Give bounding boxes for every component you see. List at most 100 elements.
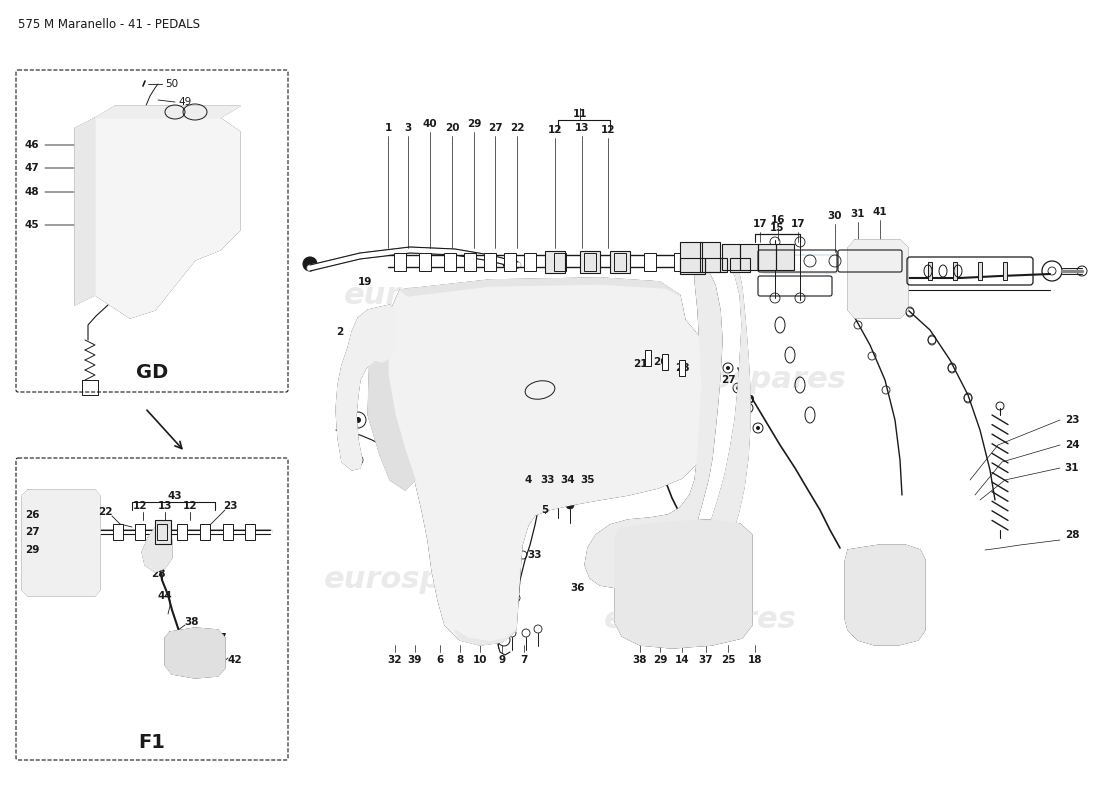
Bar [978,262,982,280]
Circle shape [756,426,760,430]
Polygon shape [845,545,925,645]
Polygon shape [165,628,226,678]
Text: 12: 12 [548,125,562,135]
Bar [524,253,536,271]
Text: 37: 37 [212,633,228,643]
Circle shape [202,666,208,670]
Text: 42: 42 [228,655,242,665]
Bar [464,253,476,271]
Circle shape [212,666,218,670]
Text: 21: 21 [632,359,647,369]
Bar [776,244,794,270]
Polygon shape [75,118,95,305]
FancyBboxPatch shape [16,70,288,392]
Text: 28: 28 [674,363,690,373]
Bar [722,244,740,270]
Text: 35: 35 [581,475,595,485]
Bar [245,524,255,540]
Bar [722,244,740,270]
Bar [928,262,932,280]
Circle shape [212,655,218,661]
Text: 8: 8 [456,655,463,665]
Text: 2: 2 [337,327,343,337]
Text: 12: 12 [601,125,615,135]
Text: 40: 40 [422,119,438,129]
Polygon shape [585,258,722,588]
Text: 26: 26 [24,510,40,520]
Bar [135,524,145,540]
Bar [614,253,626,271]
Bar [394,253,406,271]
Bar [740,244,758,270]
Bar [644,253,656,271]
Circle shape [212,646,218,650]
Text: 7: 7 [520,655,528,665]
Text: 43: 43 [167,491,183,501]
Text: 45: 45 [24,220,40,230]
Bar [177,524,187,540]
Bar [698,253,711,271]
Text: 15: 15 [770,223,784,233]
Circle shape [192,635,198,641]
Text: 39: 39 [408,655,422,665]
Text: 38: 38 [632,655,647,665]
Bar [698,253,711,271]
Text: 14: 14 [674,655,690,665]
Text: 22: 22 [509,123,525,133]
Bar [680,242,702,272]
Text: eurospares: eurospares [343,281,537,310]
Polygon shape [615,520,752,648]
Circle shape [173,666,177,670]
Text: 29: 29 [25,545,40,555]
Bar [705,258,727,272]
Bar [674,253,686,271]
Text: 19: 19 [358,277,372,287]
Bar [978,262,982,280]
Text: 50: 50 [165,79,178,89]
Text: 9: 9 [498,655,506,665]
Circle shape [736,386,740,390]
Bar [758,244,776,270]
Text: 32: 32 [387,655,403,665]
Text: 1: 1 [384,123,392,133]
Bar [554,253,566,271]
Text: eurospares: eurospares [323,566,516,594]
Circle shape [212,635,218,641]
Polygon shape [388,278,712,645]
Polygon shape [368,335,415,490]
Bar [544,251,565,273]
Bar [135,524,145,540]
Bar [680,258,705,274]
Bar [953,262,957,280]
Text: 37: 37 [698,655,713,665]
Text: 18: 18 [748,655,762,665]
Bar [444,253,456,271]
Circle shape [566,501,574,509]
Bar [223,524,233,540]
Bar [680,258,705,274]
Bar [484,253,496,271]
Bar [730,258,750,272]
Bar [700,242,720,272]
Polygon shape [95,106,240,118]
Text: 33: 33 [528,550,542,560]
FancyBboxPatch shape [16,458,288,760]
Bar [679,360,685,376]
Bar [155,520,170,544]
Text: 27: 27 [24,527,40,537]
Text: 17: 17 [752,219,768,229]
Bar [953,262,957,280]
Bar [928,262,932,280]
Bar [680,242,702,272]
Circle shape [554,496,562,504]
Bar [584,253,596,271]
Text: 38: 38 [185,617,199,627]
Text: 41: 41 [872,207,888,217]
Text: 575 M Maranello - 41 - PEDALS: 575 M Maranello - 41 - PEDALS [18,18,200,31]
Circle shape [173,655,177,661]
Polygon shape [618,258,750,602]
Bar [740,244,758,270]
Bar [580,251,600,273]
Text: 30: 30 [740,395,756,405]
Text: F1: F1 [139,733,165,751]
